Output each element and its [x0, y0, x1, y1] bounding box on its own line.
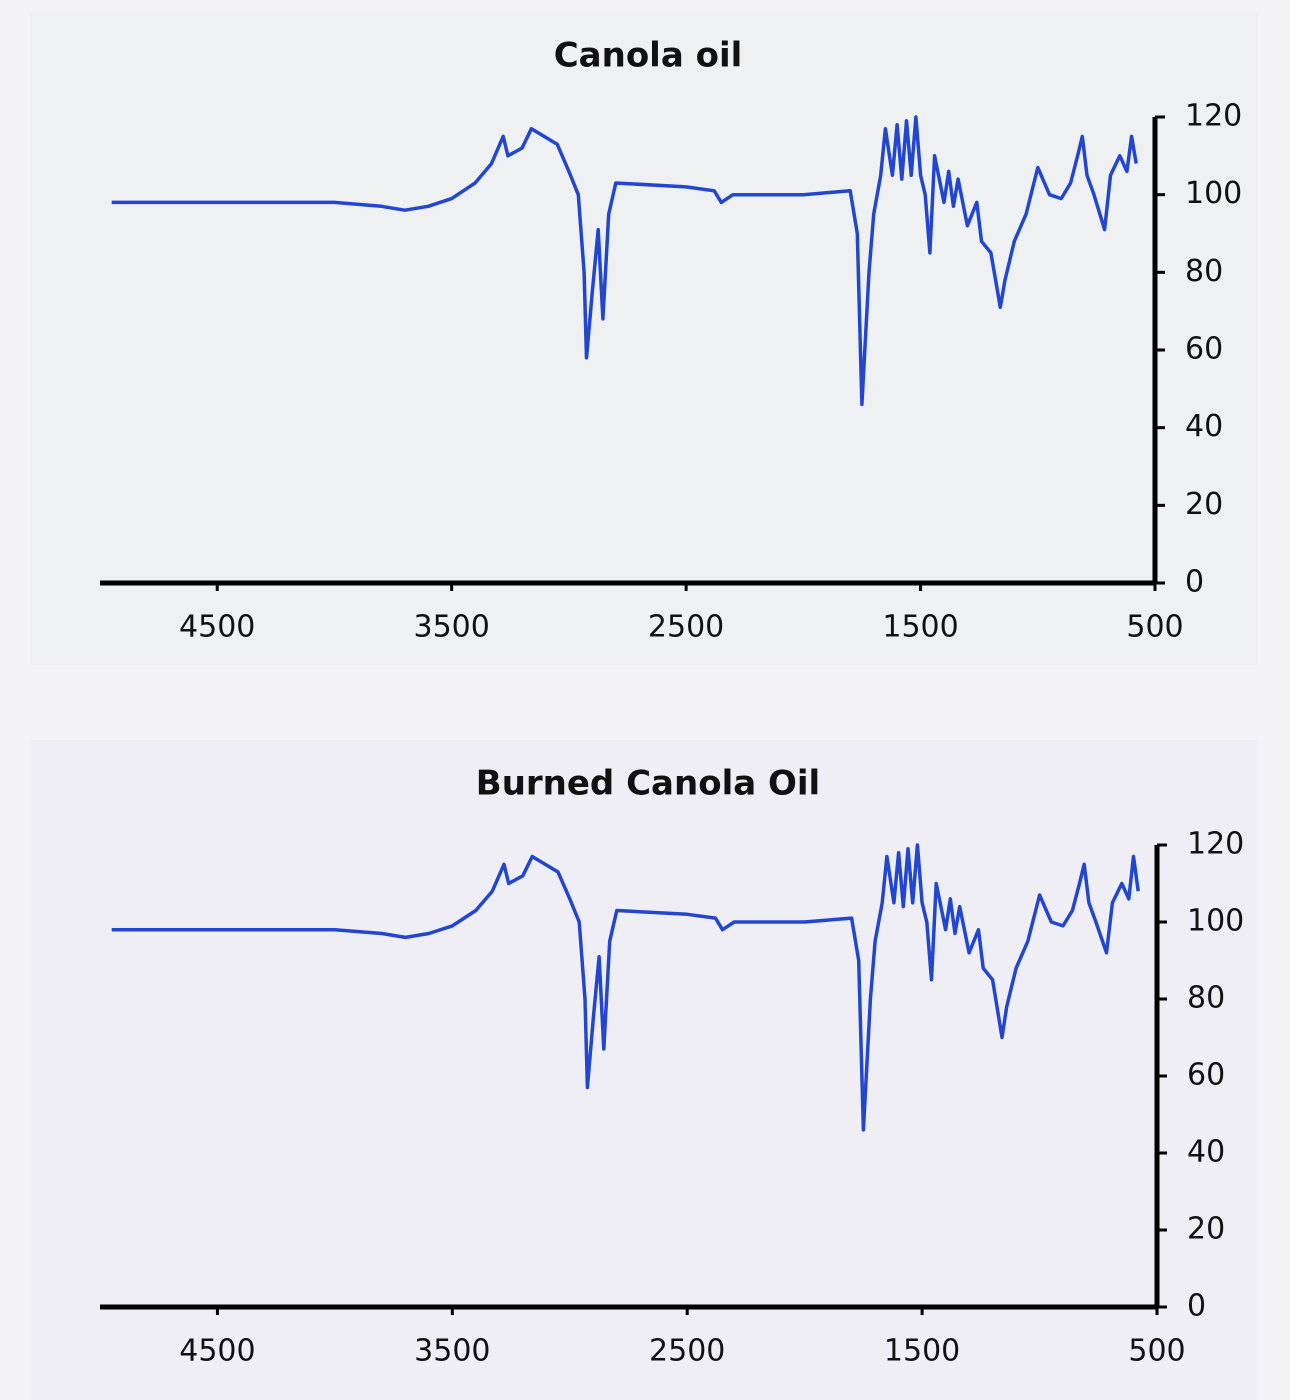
spectrum-line [111, 115, 1138, 407]
x-tick-label: 1500 [884, 1334, 960, 1369]
y-tick-label: 40 [1185, 409, 1223, 444]
y-tick-label: 40 [1187, 1135, 1225, 1170]
chart-title: Burned Canola Oil [476, 764, 820, 804]
chart-title: Canola oil [554, 36, 743, 76]
y-tick-label: 20 [1185, 487, 1223, 522]
y-tick-label: 60 [1185, 332, 1223, 367]
x-tick-label: 2500 [648, 610, 724, 645]
x-tick-label: 2500 [649, 1334, 725, 1369]
panel [30, 12, 1258, 665]
y-tick-label: 80 [1187, 981, 1225, 1016]
y-tick-label: 60 [1187, 1058, 1225, 1093]
x-tick-label: 4500 [179, 1334, 255, 1369]
y-tick-label: 0 [1185, 565, 1204, 600]
x-tick-label: 1500 [882, 610, 958, 645]
x-tick-label: 3500 [413, 610, 489, 645]
y-tick-label: 120 [1187, 827, 1244, 862]
y-tick-label: 80 [1185, 254, 1223, 289]
x-tick-label: 500 [1128, 1334, 1185, 1369]
y-tick-label: 20 [1187, 1212, 1225, 1247]
spectrum-line [111, 843, 1140, 1132]
x-tick-label: 4500 [179, 610, 255, 645]
x-tick-label: 500 [1126, 610, 1183, 645]
y-tick-label: 100 [1187, 904, 1244, 939]
x-tick-label: 3500 [414, 1334, 490, 1369]
y-tick-label: 0 [1187, 1289, 1206, 1324]
y-tick-label: 100 [1185, 176, 1242, 211]
y-tick-label: 120 [1185, 99, 1242, 134]
panel [30, 740, 1258, 1400]
